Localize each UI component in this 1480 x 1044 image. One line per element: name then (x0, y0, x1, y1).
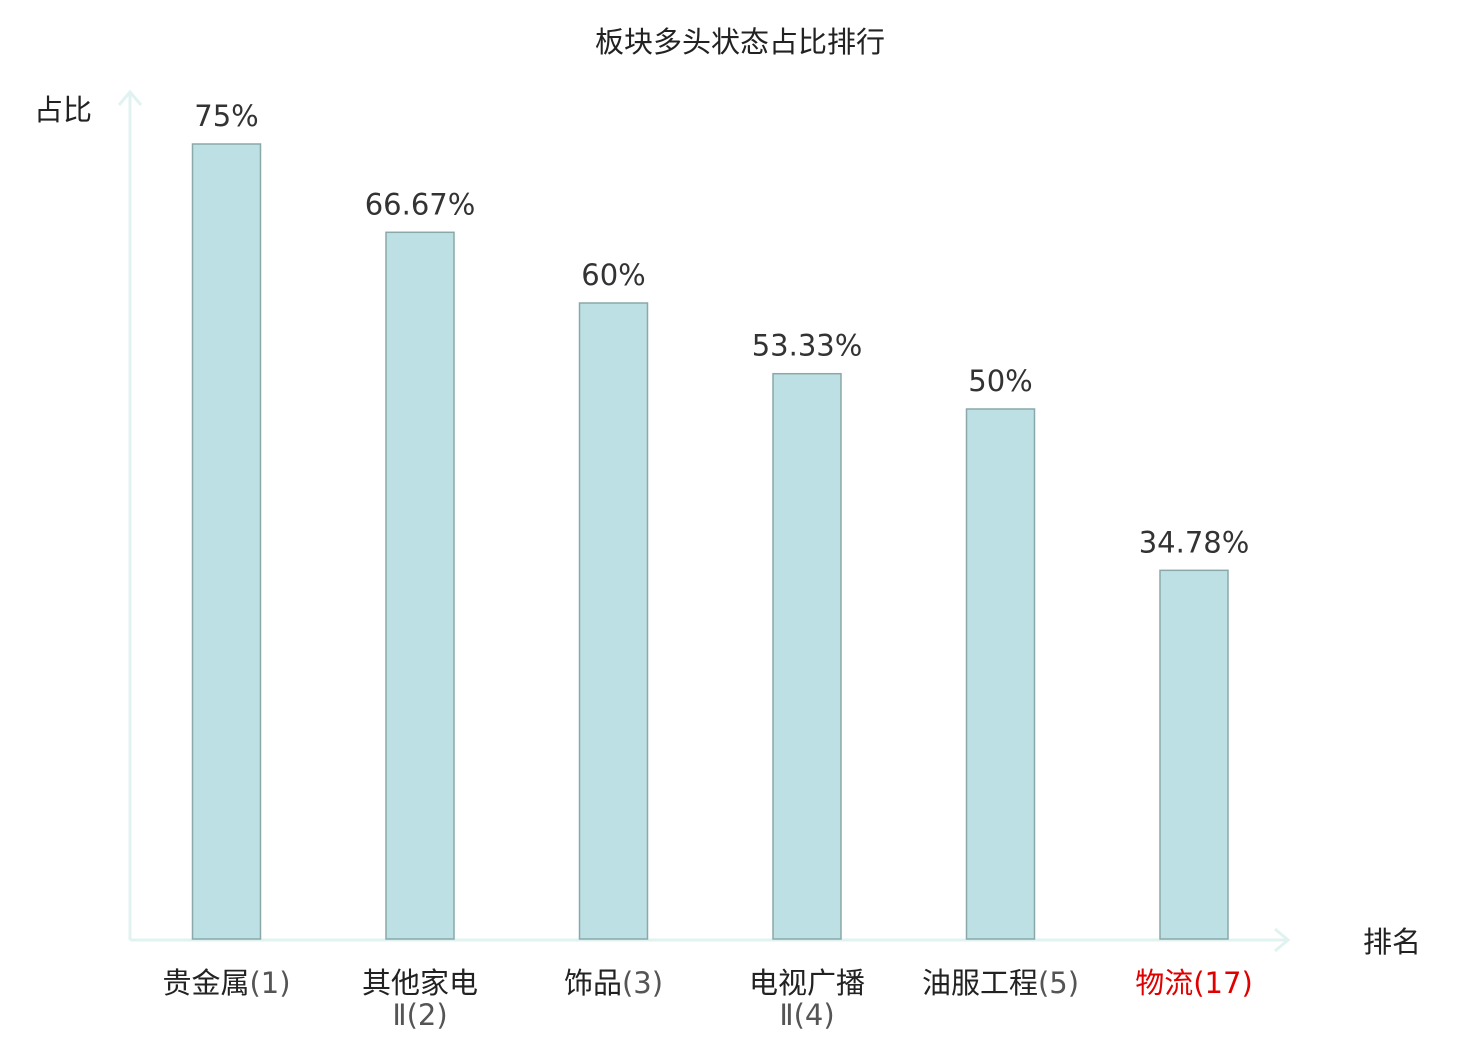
bar-value-label: 53.33% (752, 329, 863, 363)
x-tick-label: 贵金属(1) (162, 966, 290, 1000)
y-axis-label: 占比 (34, 93, 92, 127)
bar-value-label: 34.78% (1139, 525, 1250, 559)
x-tick-label: 油服工程(5) (922, 966, 1079, 1000)
bar (578, 302, 649, 940)
bar (191, 143, 262, 940)
x-tick-label: 其他家电 (362, 966, 478, 1000)
bar-value-label: 75% (194, 99, 258, 133)
y-axis-arrow (117, 89, 143, 106)
x-tick-label-line2: Ⅱ(4) (779, 998, 834, 1032)
bar (385, 231, 455, 940)
x-tick-label-line2: Ⅱ(2) (392, 998, 447, 1032)
axes (117, 89, 1291, 953)
bar (1159, 569, 1229, 940)
x-tick-label: 饰品(3) (564, 966, 663, 1000)
x-axis-label: 排名 (1363, 925, 1421, 959)
x-tick-label: 物流(17) (1135, 966, 1253, 1000)
x-tick-label: 电视广播 (749, 966, 865, 1000)
bar (965, 408, 1036, 940)
x-axis-arrow (1274, 927, 1291, 953)
bar-value-label: 50% (968, 364, 1032, 398)
bar-value-label: 66.67% (365, 187, 476, 221)
bar-value-label: 60% (581, 258, 645, 292)
bar (772, 372, 842, 940)
chart-title: 板块多头状态占比排行 (595, 25, 885, 59)
